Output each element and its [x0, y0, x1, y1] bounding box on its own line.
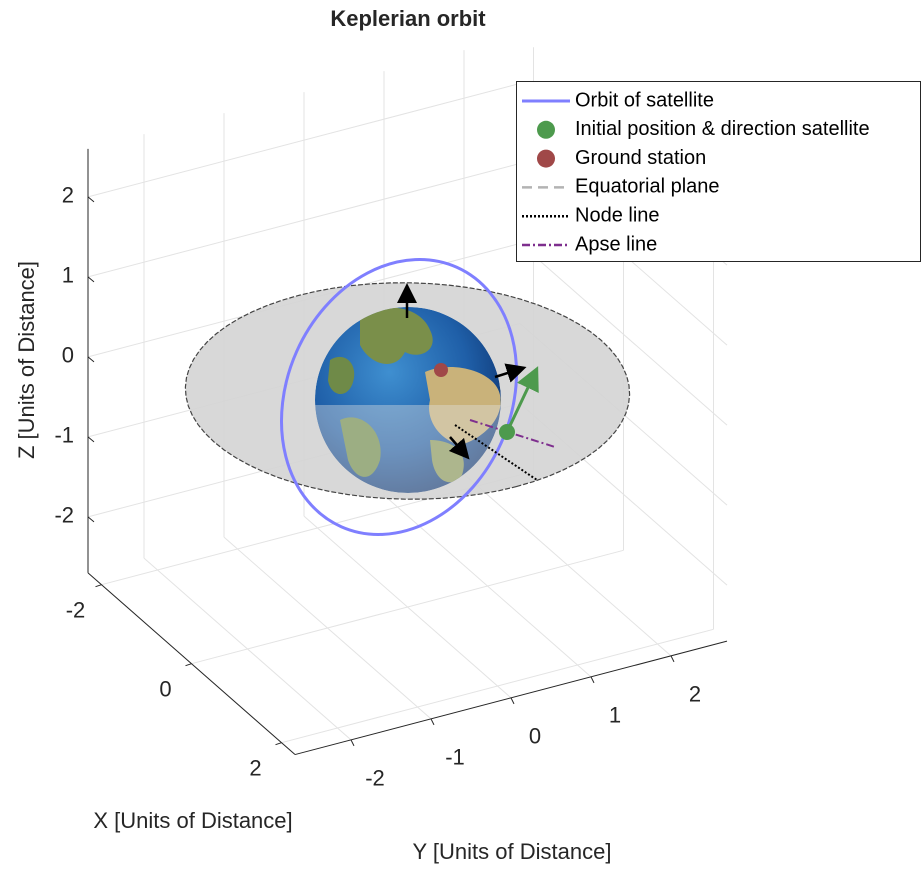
z-tick [88, 277, 94, 282]
ground-station [434, 363, 448, 377]
legend-marker [537, 150, 555, 168]
legend-marker [537, 121, 555, 139]
z-tick-label: -2 [54, 503, 74, 528]
z-axis-label: Z [Units of Distance] [14, 261, 39, 459]
z-tick [88, 357, 94, 362]
y-tick-label: -2 [365, 766, 385, 791]
legend-label: Ground station [575, 147, 706, 169]
z-tick-label: 1 [62, 263, 74, 288]
y-axis-label: Y [Units of Distance] [413, 839, 612, 864]
y-tick-label: 0 [529, 724, 541, 749]
z-tick-label: -1 [54, 423, 74, 448]
x-tick [276, 743, 282, 745]
z-tick [88, 517, 94, 522]
chart: Keplerian orbit Z [Units of Distance] X … [0, 0, 922, 870]
x-tick-label: 2 [249, 756, 261, 781]
legend-label: Equatorial plane [575, 176, 720, 198]
y-tick-label: 1 [609, 703, 621, 728]
grid-line [224, 537, 431, 719]
satellite [499, 424, 515, 440]
z-tick-label: 0 [62, 343, 74, 368]
x-tick-label: -2 [66, 598, 86, 623]
chart-title: Keplerian orbit [330, 6, 486, 31]
legend: Orbit of satellite Initial position & dir… [517, 82, 921, 262]
y-tick [591, 677, 594, 683]
grid-line [384, 495, 591, 677]
y-tick [671, 656, 674, 662]
z-tick [88, 437, 94, 442]
x-tick [186, 664, 192, 666]
y-tick [511, 698, 514, 704]
legend-label: Initial position & direction satellite [575, 118, 870, 140]
y-tick [431, 719, 434, 725]
z-tick [88, 197, 94, 202]
x-tick [96, 585, 102, 587]
grid-line [464, 474, 671, 656]
x-axis-label: X [Units of Distance] [93, 808, 292, 833]
grid-line [304, 516, 511, 698]
legend-label: Node line [575, 204, 660, 226]
y-tick-label: -1 [445, 745, 465, 770]
legend-label: Orbit of satellite [575, 89, 714, 111]
z-tick-label: 2 [62, 183, 74, 208]
x-tick-label: 0 [159, 677, 171, 702]
y-tick-label: 2 [689, 682, 701, 707]
scene [185, 222, 629, 573]
legend-label: Apse line [575, 233, 657, 255]
y-tick [351, 740, 354, 746]
